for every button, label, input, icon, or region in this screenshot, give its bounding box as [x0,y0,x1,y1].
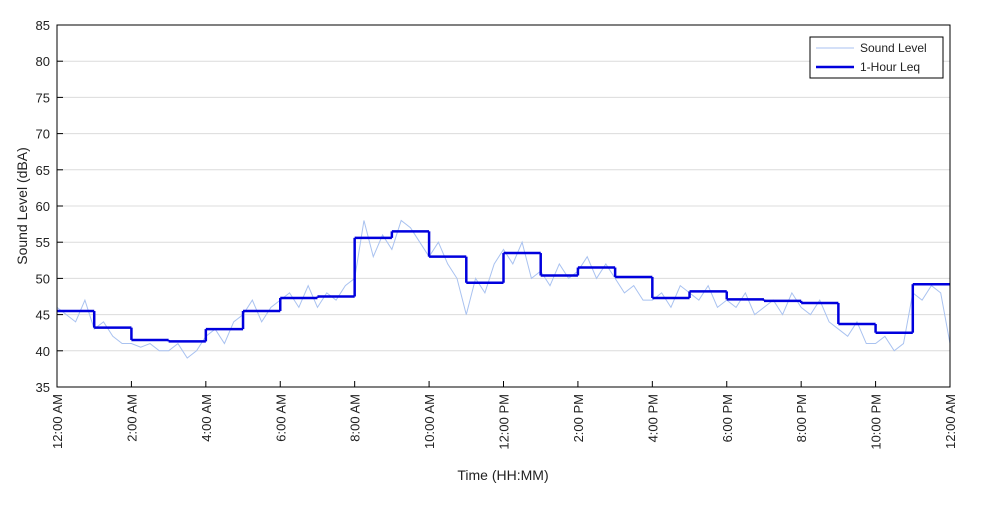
legend-label: Sound Level [860,41,927,55]
y-tick-label: 50 [36,271,50,286]
y-tick-label: 70 [36,127,50,142]
y-tick-label: 65 [36,163,50,178]
y-tick-label: 55 [36,235,50,250]
x-axis-label: Time (HH:MM) [457,467,548,483]
x-tick-label: 12:00 AM [943,394,958,449]
y-tick-label: 35 [36,380,50,395]
y-tick-label: 40 [36,344,50,359]
x-tick-label: 4:00 AM [199,394,214,442]
legend-box [809,36,944,79]
x-tick-label: 10:00 PM [869,394,884,450]
x-tick-label: 6:00 AM [273,394,288,442]
x-tick-label: 12:00 PM [497,394,512,450]
x-tick-label: 2:00 PM [571,394,586,442]
y-tick-label: 85 [36,18,50,33]
x-tick-label: 10:00 AM [422,394,437,449]
y-tick-label: 75 [36,90,50,105]
x-tick-label: 12:00 AM [50,394,65,449]
plot-frame [56,24,951,388]
legend-label: 1-Hour Leq [860,60,920,74]
y-axis-label: Sound Level (dBA) [14,147,30,265]
x-tick-label: 4:00 PM [645,394,660,442]
x-tick-label: 8:00 AM [348,394,363,442]
y-tick-label: 60 [36,199,50,214]
x-tick-label: 6:00 PM [720,394,735,442]
y-tick-label: 80 [36,54,50,69]
x-tick-label: 8:00 PM [794,394,809,442]
x-tick-label: 2:00 AM [124,394,139,442]
y-tick-label: 45 [36,308,50,323]
